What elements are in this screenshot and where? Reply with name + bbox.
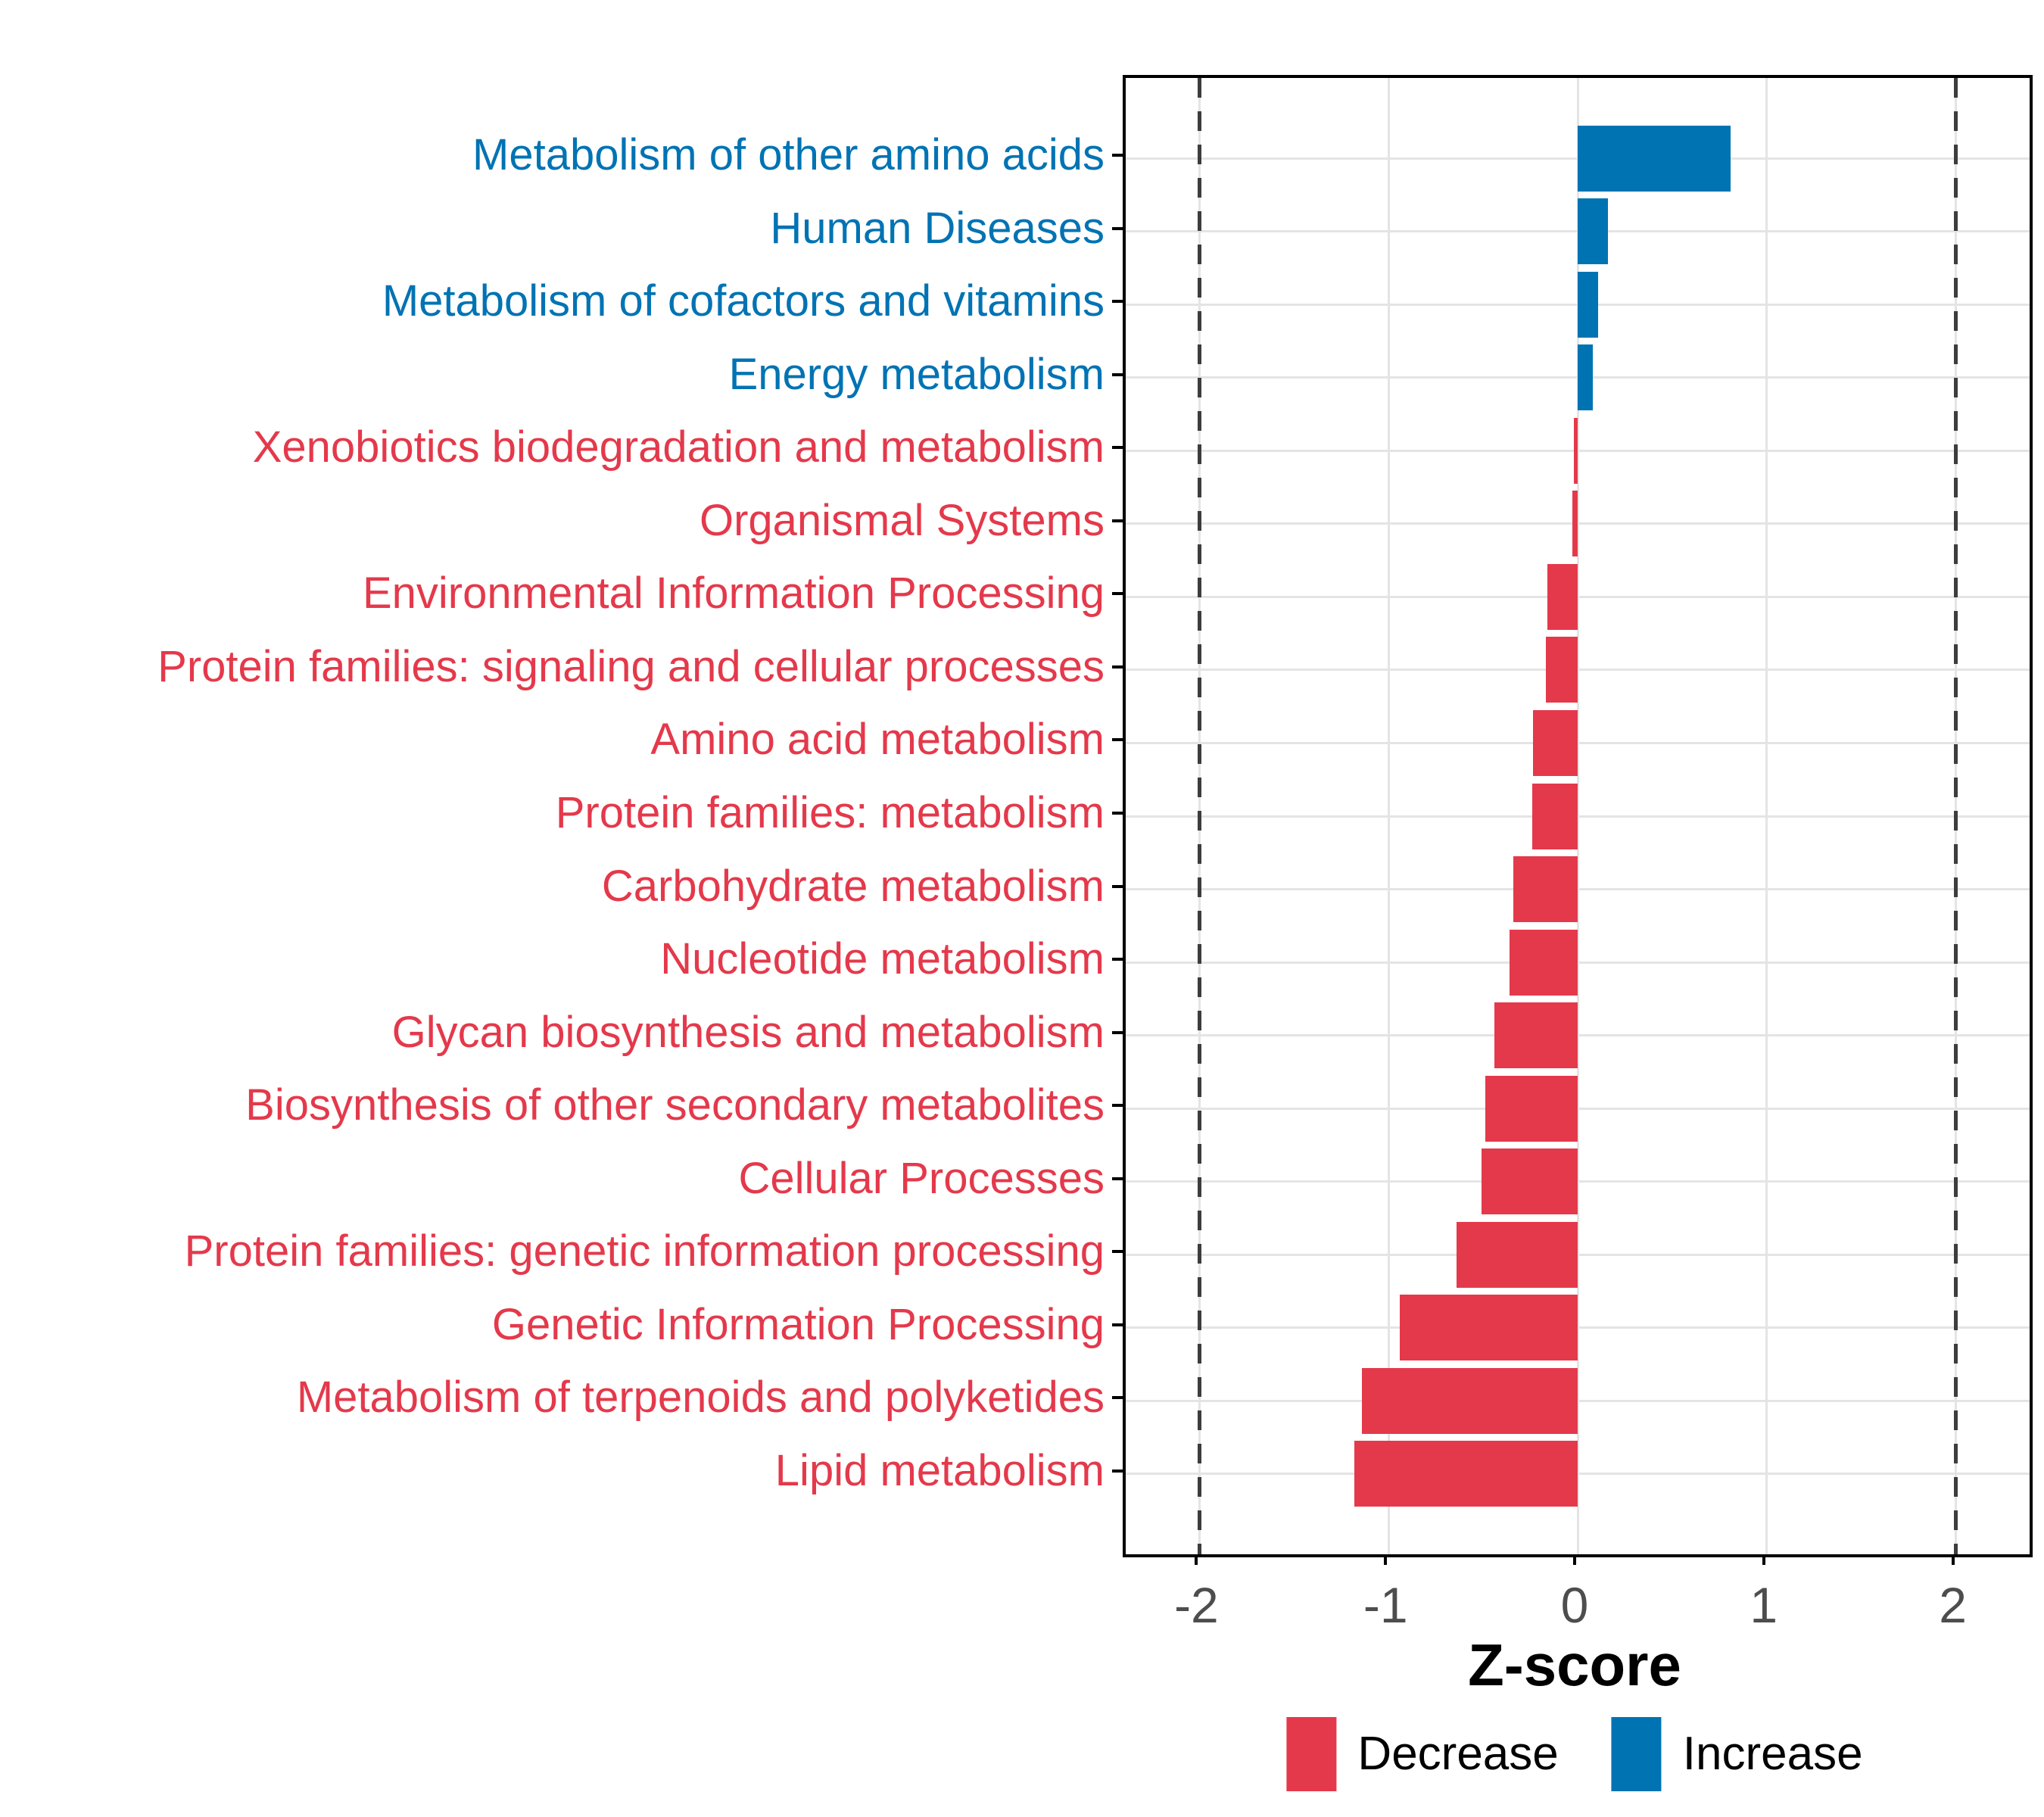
category-label: Metabolism of terpenoids and polyketides bbox=[296, 1373, 1105, 1423]
legend-label-decrease: Decrease bbox=[1357, 1728, 1559, 1780]
category-label: Nucleotide metabolism bbox=[660, 934, 1105, 984]
category-label: Human Diseases bbox=[770, 203, 1105, 253]
bar-increase bbox=[1578, 198, 1608, 265]
category-label: Glycan biosynthesis and metabolism bbox=[391, 1007, 1105, 1057]
bar-decrease bbox=[1513, 856, 1578, 923]
y-axis-tick bbox=[1112, 446, 1123, 450]
bar-decrease bbox=[1532, 783, 1578, 849]
vertical-gridline bbox=[1387, 78, 1390, 1554]
y-axis-tick bbox=[1112, 1250, 1123, 1254]
vertical-gridline bbox=[1576, 78, 1579, 1554]
bar-decrease bbox=[1545, 637, 1578, 703]
y-axis-tick bbox=[1112, 1030, 1123, 1034]
plot-panel-inner bbox=[1126, 78, 2030, 1554]
reference-line-dashed bbox=[1197, 78, 1201, 1554]
bar-increase bbox=[1578, 344, 1593, 411]
category-label: Protein families: metabolism bbox=[555, 788, 1105, 837]
category-label: Amino acid metabolism bbox=[650, 715, 1105, 765]
x-tick-label: -1 bbox=[1363, 1577, 1408, 1633]
bar-decrease bbox=[1457, 1221, 1578, 1288]
y-axis-tick bbox=[1112, 665, 1123, 669]
bar-decrease bbox=[1494, 1002, 1578, 1069]
bar-increase bbox=[1578, 271, 1599, 338]
bar-decrease bbox=[1362, 1367, 1578, 1434]
y-axis-tick bbox=[1112, 884, 1123, 888]
x-axis-tick bbox=[1762, 1554, 1765, 1565]
category-label: Biosynthesis of other secondary metaboli… bbox=[245, 1080, 1105, 1130]
plot-panel bbox=[1123, 75, 2033, 1557]
category-label: Protein families: genetic information pr… bbox=[184, 1226, 1105, 1276]
y-axis-tick bbox=[1112, 1177, 1123, 1180]
bar-decrease bbox=[1547, 563, 1578, 630]
y-axis-tick bbox=[1112, 519, 1123, 522]
x-axis-tick bbox=[1951, 1554, 1955, 1565]
bar-decrease bbox=[1354, 1441, 1578, 1507]
bar-decrease bbox=[1510, 929, 1578, 996]
bar-decrease bbox=[1533, 709, 1578, 776]
y-axis-tick bbox=[1112, 1469, 1123, 1473]
category-label: Organismal Systems bbox=[699, 495, 1105, 545]
category-label: Genetic Information Processing bbox=[491, 1299, 1105, 1349]
bar-decrease bbox=[1481, 1148, 1578, 1215]
y-axis-tick bbox=[1112, 1104, 1123, 1108]
legend-label-increase: Increase bbox=[1682, 1728, 1863, 1780]
category-label: Lipid metabolism bbox=[774, 1445, 1105, 1495]
x-tick-label: 1 bbox=[1750, 1577, 1778, 1633]
x-axis-tick bbox=[1384, 1554, 1388, 1565]
bar-decrease bbox=[1400, 1295, 1578, 1361]
x-axis-tick bbox=[1195, 1554, 1198, 1565]
category-label: Protein families: signaling and cellular… bbox=[157, 641, 1105, 691]
x-axis-title: Z-score bbox=[1468, 1632, 1681, 1698]
y-axis-tick bbox=[1112, 738, 1123, 742]
legend-item-decrease: Decrease bbox=[1286, 1717, 1559, 1791]
bar-decrease bbox=[1574, 417, 1578, 484]
y-axis-tick bbox=[1112, 1323, 1123, 1326]
x-tick-label: 0 bbox=[1560, 1577, 1589, 1633]
y-axis-tick bbox=[1112, 812, 1123, 815]
bar-increase bbox=[1578, 125, 1731, 192]
category-label: Metabolism of cofactors and vitamins bbox=[382, 276, 1105, 326]
x-axis-tick bbox=[1573, 1554, 1576, 1565]
y-axis-tick bbox=[1112, 372, 1123, 376]
y-axis-tick bbox=[1112, 226, 1123, 230]
x-tick-label: -2 bbox=[1174, 1577, 1219, 1633]
y-axis-tick bbox=[1112, 1396, 1123, 1400]
vertical-gridline bbox=[1765, 78, 1768, 1554]
y-axis-tick bbox=[1112, 592, 1123, 596]
y-axis-tick bbox=[1112, 300, 1123, 304]
increase-color-swatch bbox=[1611, 1717, 1662, 1791]
decrease-color-swatch bbox=[1286, 1717, 1337, 1791]
y-axis-tick bbox=[1112, 958, 1123, 961]
y-axis-tick bbox=[1112, 154, 1123, 157]
x-tick-label: 2 bbox=[1939, 1577, 1967, 1633]
category-label: Carbohydrate metabolism bbox=[601, 861, 1105, 911]
category-label: Energy metabolism bbox=[728, 349, 1105, 399]
bar-decrease bbox=[1572, 491, 1578, 557]
reference-line-dashed bbox=[1954, 78, 1958, 1554]
category-label: Environmental Information Processing bbox=[362, 569, 1105, 619]
bar-decrease bbox=[1485, 1075, 1578, 1142]
category-label: Cellular Processes bbox=[738, 1153, 1105, 1203]
legend-item-increase: Increase bbox=[1611, 1717, 1863, 1791]
category-label: Metabolism of other amino acids bbox=[472, 130, 1105, 180]
category-label: Xenobiotics biodegradation and metabolis… bbox=[252, 422, 1105, 472]
legend: Decrease Increase bbox=[1286, 1717, 1863, 1791]
